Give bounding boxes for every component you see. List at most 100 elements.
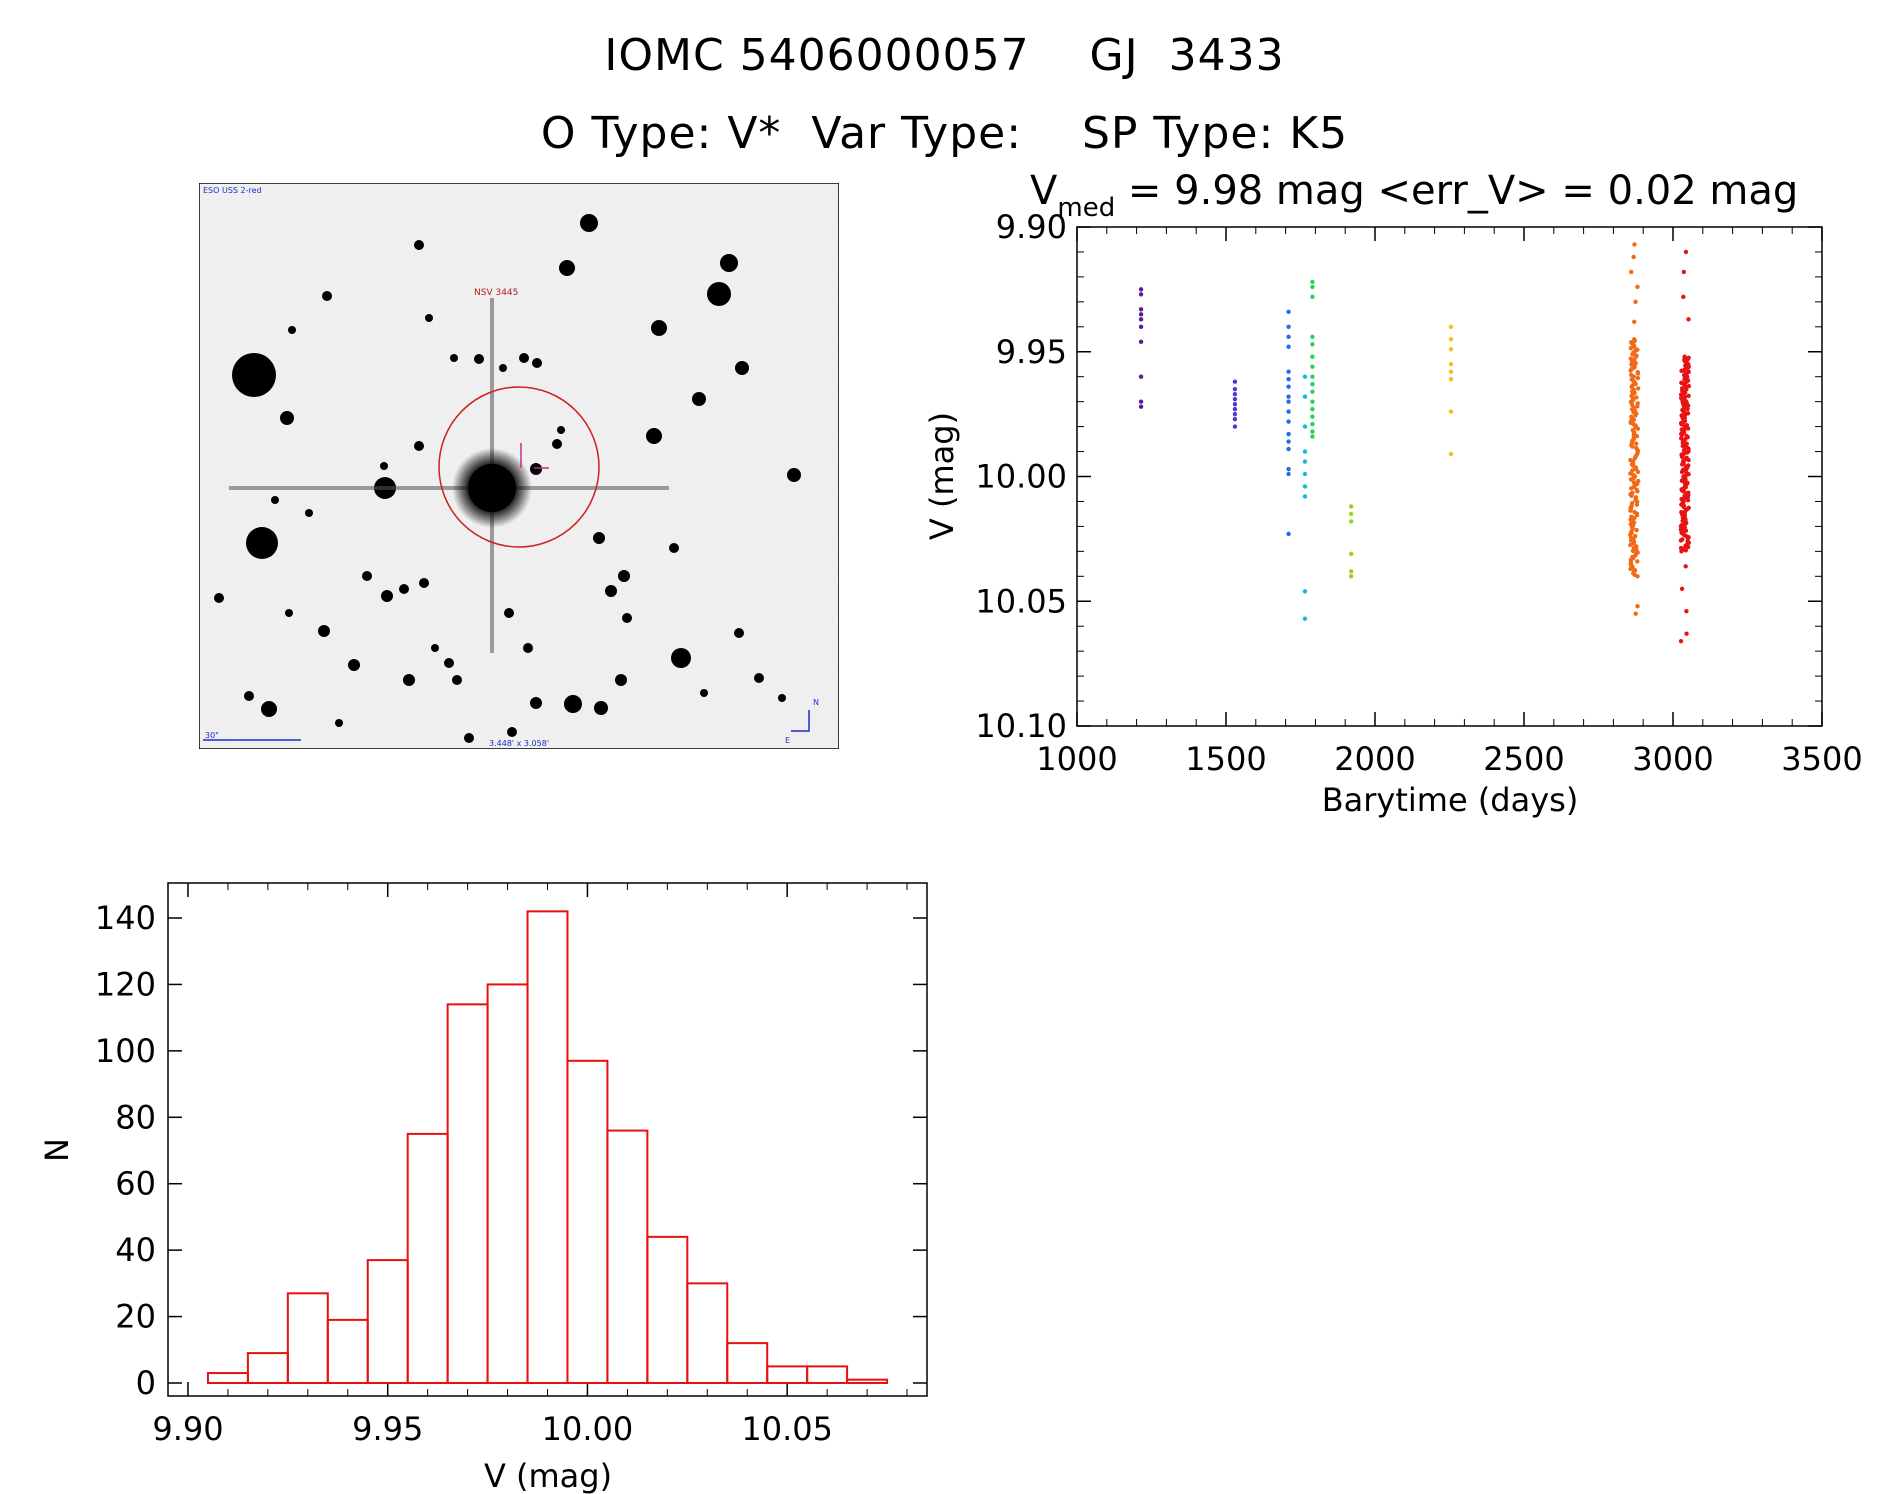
data-point bbox=[1678, 638, 1684, 644]
data-point bbox=[1302, 589, 1308, 594]
finder-star bbox=[651, 320, 667, 336]
hist-bar bbox=[686, 1282, 729, 1385]
scatter-xtick-label: 1000 bbox=[1036, 740, 1117, 778]
hist-bar bbox=[526, 910, 569, 1384]
data-point bbox=[1629, 269, 1634, 275]
data-point bbox=[1679, 454, 1685, 459]
hist-ytick-label: 0 bbox=[136, 1364, 156, 1402]
data-point bbox=[1632, 344, 1637, 349]
hist-bar bbox=[246, 1352, 289, 1385]
finder-star bbox=[593, 532, 605, 544]
hist-ytick-label: 80 bbox=[115, 1098, 156, 1136]
hist-bar bbox=[286, 1292, 329, 1384]
finder-star bbox=[464, 733, 474, 743]
data-point bbox=[1683, 249, 1689, 255]
finder-star bbox=[244, 691, 254, 701]
finder-star bbox=[615, 674, 627, 686]
data-point bbox=[1678, 538, 1684, 543]
scatter-frame bbox=[1076, 226, 1823, 727]
finder-star bbox=[669, 543, 679, 553]
data-point bbox=[1286, 334, 1291, 339]
finder-star bbox=[322, 291, 332, 301]
data-point bbox=[1629, 486, 1634, 491]
hist-bar bbox=[606, 1129, 649, 1384]
data-point bbox=[1286, 394, 1291, 399]
hist-bar bbox=[206, 1372, 249, 1385]
light-curve-chart: Vmed = 9.98 mag <err_V> = 0.02 mag 1000 1… bbox=[923, 168, 1863, 819]
data-point bbox=[1635, 386, 1641, 391]
data-point bbox=[1685, 406, 1690, 412]
north-label: N bbox=[813, 698, 819, 707]
data-point bbox=[1286, 419, 1291, 424]
data-point bbox=[1634, 441, 1639, 446]
data-point bbox=[1310, 381, 1315, 387]
data-point bbox=[1302, 471, 1308, 477]
finder-star bbox=[214, 593, 224, 603]
data-point bbox=[1348, 569, 1354, 574]
finder-star bbox=[507, 727, 517, 737]
data-point bbox=[1630, 548, 1636, 554]
finder-star bbox=[530, 697, 542, 709]
data-point bbox=[1138, 307, 1144, 312]
data-point bbox=[1635, 604, 1640, 609]
data-point bbox=[1232, 379, 1238, 384]
hist-bar bbox=[726, 1342, 769, 1384]
data-point bbox=[1634, 395, 1639, 400]
hist-bar bbox=[566, 1059, 609, 1384]
scatter-xtick-label: 2000 bbox=[1334, 740, 1415, 778]
finder-chart-image: ESO USS 2-red NSV 3445 30" 3.448' x 3.05… bbox=[199, 183, 839, 749]
scatter-ytick-label: 10.00 bbox=[975, 458, 1067, 496]
finder-star bbox=[452, 675, 462, 685]
data-point bbox=[1628, 368, 1633, 373]
data-point bbox=[1310, 354, 1315, 359]
hist-xlabel: V (mag) bbox=[484, 1457, 612, 1494]
finder-star bbox=[425, 314, 433, 322]
hist-ytick-label: 100 bbox=[95, 1032, 156, 1070]
data-point bbox=[1232, 396, 1238, 402]
finder-star bbox=[499, 364, 507, 372]
data-point bbox=[1138, 287, 1144, 292]
data-point bbox=[1633, 611, 1638, 616]
finder-star bbox=[735, 361, 749, 375]
hist-ytick-label: 140 bbox=[95, 899, 156, 937]
finder-star bbox=[399, 584, 409, 594]
finder-star bbox=[280, 411, 294, 425]
data-point bbox=[1679, 469, 1685, 475]
data-point bbox=[1634, 527, 1639, 533]
finder-star bbox=[557, 426, 565, 434]
scatter-title-rest: = 9.98 mag <err_V> = 0.02 mag bbox=[1115, 168, 1798, 214]
data-point bbox=[1635, 489, 1640, 494]
hist-bar bbox=[326, 1318, 369, 1384]
data-point bbox=[1310, 429, 1315, 434]
data-point bbox=[1286, 431, 1291, 437]
finder-star bbox=[734, 628, 744, 638]
data-point bbox=[1632, 338, 1637, 343]
finder-star bbox=[414, 240, 424, 250]
data-point bbox=[1286, 471, 1291, 477]
finder-star bbox=[605, 585, 617, 597]
series-season-1 bbox=[1138, 287, 1144, 409]
data-point bbox=[1232, 406, 1238, 412]
data-point bbox=[1632, 319, 1637, 325]
scatter-xtick-label: 3500 bbox=[1781, 740, 1862, 778]
finder-star bbox=[671, 648, 691, 668]
data-point bbox=[1310, 399, 1315, 404]
data-point bbox=[1138, 292, 1144, 297]
scatter-xlabel: Barytime (days) bbox=[1322, 781, 1579, 819]
data-point bbox=[1635, 426, 1641, 431]
hist-bar bbox=[486, 983, 529, 1385]
hist-xtick-label: 10.00 bbox=[542, 1410, 634, 1448]
finder-star bbox=[707, 282, 731, 306]
data-point bbox=[1232, 424, 1238, 429]
data-point bbox=[1232, 401, 1238, 407]
title-line-2: O Type: V* Var Type: SP Type: K5 bbox=[540, 108, 1349, 159]
data-point bbox=[1448, 337, 1454, 342]
hist-bar bbox=[646, 1235, 689, 1385]
finder-star bbox=[261, 701, 277, 717]
finder-star bbox=[381, 590, 393, 602]
finder-star bbox=[564, 695, 582, 713]
finder-star bbox=[622, 613, 632, 623]
data-point bbox=[1628, 542, 1633, 548]
data-point bbox=[1310, 342, 1315, 347]
data-point bbox=[1683, 548, 1689, 553]
